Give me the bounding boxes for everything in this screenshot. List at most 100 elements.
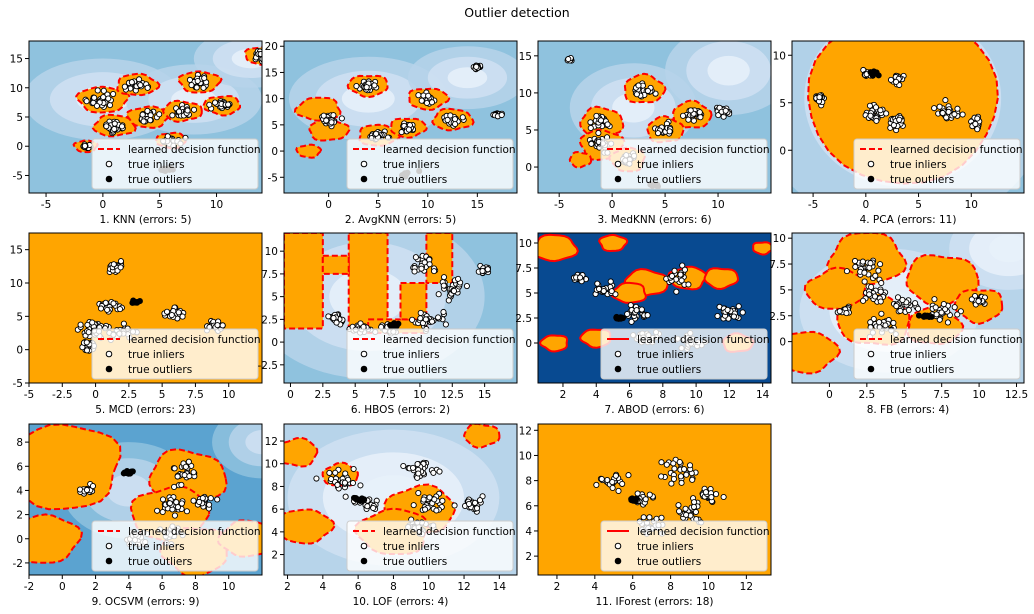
inlier-point (634, 490, 641, 497)
plot-area (284, 41, 517, 193)
contour-band (245, 430, 262, 455)
legend-label: learned decision function (383, 144, 516, 156)
legend-label: true inliers (128, 159, 185, 171)
y-tick-label: 2 (525, 551, 532, 563)
outlier-point (357, 497, 364, 504)
inlier-point (905, 307, 912, 314)
y-tick-label: 10 (265, 459, 278, 471)
y-tick-label: 5 (271, 292, 278, 304)
legend: learned decision function true inliers tru… (346, 328, 516, 380)
inlier-point (681, 266, 688, 273)
legend-label: true outliers (383, 556, 447, 568)
inlier-point (120, 320, 127, 327)
inlier-point (893, 303, 900, 310)
x-tick-label: 10 (222, 389, 235, 401)
inlier-point (714, 312, 721, 320)
legend-outlier-marker (867, 175, 875, 183)
x-tick-label: 0 (609, 199, 616, 211)
inlier-point (655, 130, 662, 137)
legend-frame (600, 138, 768, 190)
inlier-point (206, 501, 213, 508)
y-tick-label: 10 (773, 233, 786, 245)
inlier-point (188, 81, 195, 89)
x-tick-label: 8 (390, 581, 397, 593)
y-tick-label: 15 (265, 67, 278, 79)
y-tick-label: 5 (16, 112, 23, 124)
inlier-point (159, 508, 166, 516)
legend: learned decision function true inliers tru… (600, 328, 770, 380)
legend-outlier-marker (360, 557, 368, 565)
legend-label: learned decision function (890, 334, 1023, 346)
inlier-point (644, 312, 651, 319)
inlier-point (328, 475, 335, 483)
inlier-point (878, 310, 885, 317)
inlier-point (421, 259, 428, 266)
legend-inlier-marker (105, 350, 113, 358)
y-tick-label: 10 (10, 278, 23, 290)
x-tick-label: 2 (284, 581, 291, 593)
inlier-point (931, 105, 938, 112)
x-tick-label: 6 (629, 581, 636, 593)
inlier-point (91, 94, 98, 101)
inlier-region (598, 233, 629, 253)
legend-label: true inliers (890, 159, 947, 171)
x-tick-label: 2.5 (858, 389, 875, 401)
x-tick-label: 7.5 (933, 389, 950, 401)
inlier-point (954, 311, 961, 318)
inlier-point (183, 508, 190, 515)
inlier-region (703, 267, 739, 291)
inlier-point (873, 117, 880, 124)
subplot-xlabel: 6. HBOS (errors: 2) (351, 404, 450, 416)
inlier-region (29, 424, 122, 511)
inlier-point (334, 481, 341, 488)
inlier-point (171, 512, 178, 519)
x-tick-label: 10 (965, 199, 978, 211)
x-tick-label: 0 (325, 199, 332, 211)
axes-frame (28, 232, 263, 384)
outlier-point (628, 497, 635, 504)
x-tick-label: 12 (457, 581, 470, 593)
inlier-point (612, 472, 619, 479)
inlier-point (452, 121, 459, 128)
inlier-point (868, 283, 875, 290)
legend-label: true inliers (383, 159, 440, 171)
outlier-point (352, 495, 359, 502)
legend-inlier-marker (867, 160, 875, 168)
x-tick-label: 0 (92, 389, 99, 401)
inlier-point (328, 119, 335, 126)
inlier-point (168, 312, 175, 319)
legend-label: true outliers (128, 556, 192, 568)
inlier-point (440, 282, 447, 289)
inlier-point (426, 261, 433, 268)
legend-label: true inliers (383, 541, 440, 553)
outlier-point (873, 69, 880, 76)
inlier-point (426, 494, 433, 501)
inlier-point (836, 308, 843, 315)
inlier-point (338, 115, 345, 122)
inlier-point (201, 75, 208, 82)
inlier-point (974, 126, 981, 133)
y-tick-label: 10 (519, 450, 532, 462)
inlier-point (463, 282, 470, 290)
inlier-point (877, 288, 884, 295)
legend-label: learned decision function (128, 334, 261, 346)
inlier-point (933, 311, 940, 318)
y-tick-label: 15 (10, 245, 23, 257)
x-tick-label: 14 (493, 581, 507, 593)
inlier-point (872, 104, 880, 111)
inlier-point (89, 483, 97, 490)
y-tick-label: 10 (519, 88, 532, 100)
inlier-point (670, 475, 677, 482)
inlier-point (604, 121, 611, 128)
inlier-point (866, 102, 874, 109)
inlier-point (658, 473, 665, 480)
outlier-point (923, 313, 930, 320)
inlier-point (843, 268, 850, 275)
inlier-point (444, 116, 451, 124)
inlier-point (690, 503, 697, 510)
inlier-point (861, 269, 868, 276)
inlier-point (642, 496, 649, 503)
x-tick-label: 10 (222, 581, 235, 593)
legend-outlier-marker (614, 365, 622, 373)
